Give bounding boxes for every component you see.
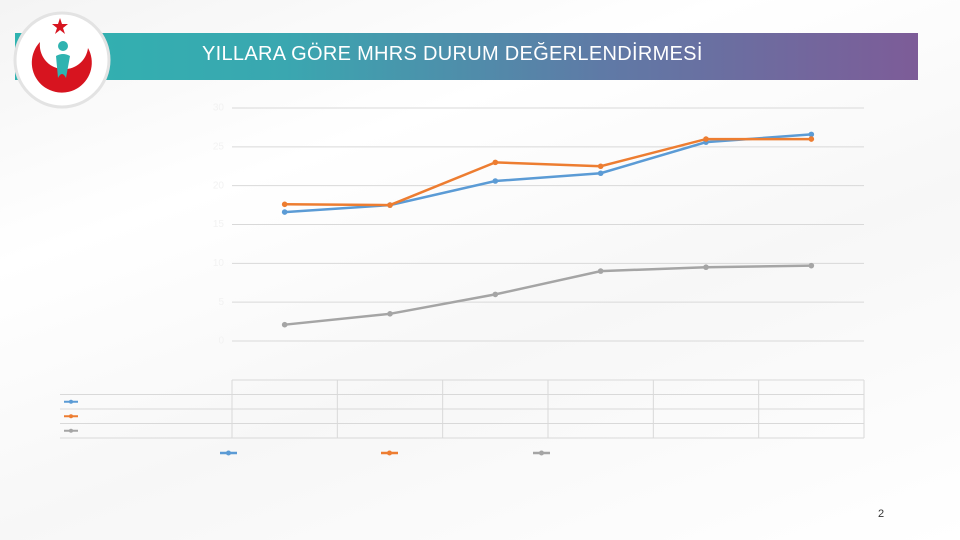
data-point: [808, 131, 815, 138]
data-point: [281, 209, 288, 215]
legend-key: [387, 450, 392, 456]
y-tick-label: 25: [213, 141, 225, 152]
y-tick-label: 0: [218, 336, 224, 347]
y-tick-label: 10: [213, 258, 225, 269]
data-point: [281, 201, 288, 208]
data-point: [597, 163, 604, 170]
series-line: [284, 264, 812, 326]
data-point: [281, 321, 288, 328]
data-point: [597, 268, 604, 274]
y-tick-label: 15: [213, 219, 225, 230]
data-point: [492, 291, 499, 298]
legend-key: [539, 450, 544, 456]
data-point: [387, 202, 393, 208]
y-tick-label: 30: [213, 103, 225, 114]
header-bar: [15, 33, 918, 80]
data-point: [703, 264, 709, 271]
data-point: [597, 170, 604, 177]
logo: [13, 11, 111, 109]
data-point: [808, 136, 815, 142]
data-point: [808, 262, 815, 269]
table-legend-key: [69, 414, 73, 419]
series-line: [284, 137, 812, 207]
table-legend-key: [69, 428, 73, 433]
slide-title: YILLARA GÖRE MHRS DURUM DEĞERLENDİRMESİ: [202, 43, 703, 65]
y-tick-label: 20: [213, 180, 225, 191]
y-tick-label: 5: [218, 297, 224, 308]
data-point: [703, 136, 709, 142]
data-point: [387, 311, 393, 317]
data-point: [492, 178, 499, 184]
page-number: 2: [878, 508, 885, 520]
table-legend-key: [69, 399, 73, 404]
series-line: [284, 133, 812, 214]
data-point: [492, 159, 499, 166]
legend-key: [226, 450, 231, 456]
